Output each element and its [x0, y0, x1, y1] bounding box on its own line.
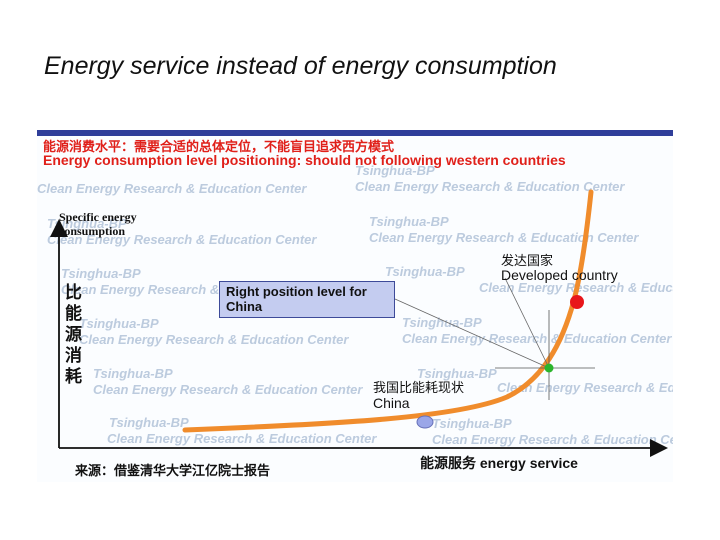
chart-figure: Tsinghua-BP Clean Energy Research & Educ… — [37, 130, 673, 482]
china-label-cn: 我国比能耗现状 — [373, 380, 465, 395]
source-note: 来源：借鉴清华大学江亿院士报告 — [75, 463, 271, 478]
watermark-center: Clean Energy Research & Education Center — [355, 179, 625, 194]
watermark-center: Clean Energy Research & Education Center — [497, 380, 673, 395]
watermark-logo: Tsinghua-BP — [432, 416, 512, 431]
watermark-center: Clean Energy Research & Education Center — [47, 232, 317, 247]
china-label-en: China — [373, 395, 410, 411]
curve-plot — [50, 189, 668, 457]
figure-top-bar — [37, 130, 673, 136]
watermark-center: Clean Energy Research & Education Center — [37, 181, 307, 196]
figure-header-cn: 能源消费水平：需要合适的总体定位，不能盲目追求西方模式 — [43, 139, 395, 154]
developed-label-cn: 发达国家 — [501, 253, 554, 268]
china-marker — [416, 415, 434, 429]
right-position-marker — [544, 363, 554, 373]
developed-country-marker — [570, 295, 584, 309]
watermark-center: Clean Energy Research & Education Center — [93, 382, 363, 397]
consumption-curve — [182, 189, 594, 433]
watermark-logo: Tsinghua-BP — [355, 163, 435, 178]
pointer-line-developed — [504, 277, 550, 369]
watermark-center: Clean Energy Research & Education Center — [402, 331, 672, 346]
watermark-center: Clean Energy Research & Education Center — [107, 431, 377, 446]
watermark-logo: Tsinghua-BP — [402, 315, 482, 330]
watermark-logo: Tsinghua-BP — [61, 266, 141, 281]
watermark-logo: Tsinghua-BP — [385, 264, 465, 279]
watermark-logo: Tsinghua-BP — [79, 316, 159, 331]
watermark-logo: Tsinghua-BP — [417, 366, 497, 381]
developed-label-en: Developed country — [501, 267, 618, 283]
watermark-logo: Tsinghua-BP — [93, 366, 173, 381]
watermark-center: Clean Energy Research & Education Center — [432, 432, 673, 447]
pointer-line-right-position — [394, 298, 550, 369]
slide-title: Energy service instead of energy consump… — [44, 52, 557, 80]
figure-header-en: Energy consumption level positioning: sh… — [43, 152, 566, 168]
watermark-center: Clean Energy Research & Education Center — [79, 332, 349, 347]
x-axis-label: 能源服务 energy service — [420, 455, 578, 471]
watermark-logo: Tsinghua-BP — [369, 214, 449, 229]
watermark-logo: Tsinghua-BP — [109, 415, 189, 430]
watermark-center: Clean Energy Research & Education Center — [369, 230, 639, 245]
y-axis-label-cn: 比能源消耗 — [65, 283, 82, 386]
y-axis-label-en: Specific energy consumption — [59, 210, 137, 238]
right-position-label: Right position level for China — [219, 281, 395, 318]
